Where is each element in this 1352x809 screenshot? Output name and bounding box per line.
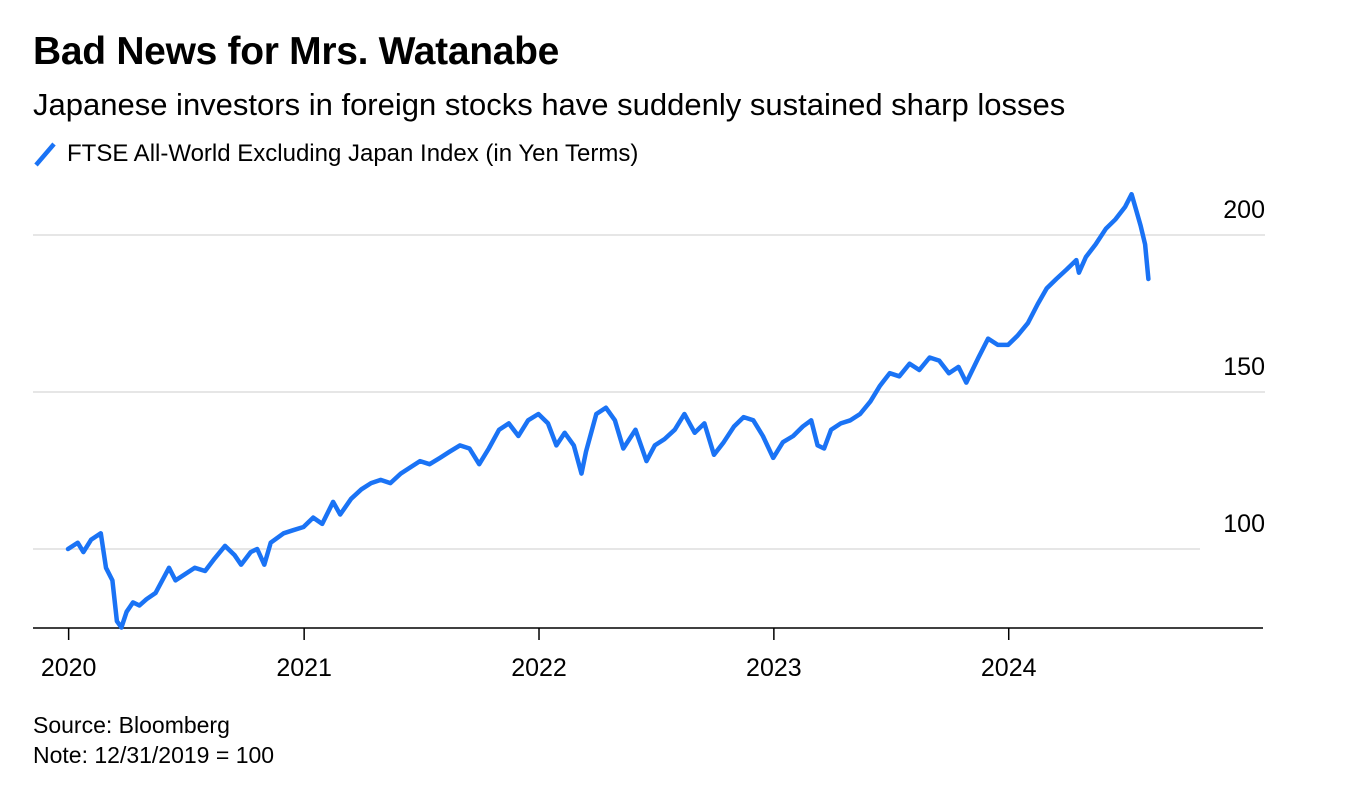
y-axis-ticks: 100 150 200: [1223, 196, 1265, 538]
baseline-note: Note: 12/31/2019 = 100: [33, 742, 275, 768]
y-tick-label-100: 100: [1223, 510, 1265, 538]
x-tick-label-2022: 2022: [511, 654, 567, 682]
footer: Source: Bloomberg Note: 12/31/2019 = 100: [33, 710, 274, 770]
legend: FTSE All-World Excluding Japan Index (in…: [33, 140, 638, 168]
x-axis: 2020 2021 2022 2023 2024: [33, 627, 1263, 682]
series-line-0: [65, 191, 1151, 630]
legend-label: FTSE All-World Excluding Japan Index (in…: [67, 140, 639, 167]
x-tick-label-2023: 2023: [746, 654, 802, 682]
gridlines: [33, 234, 1265, 550]
chart-title: Bad News for Mrs. Watanabe: [33, 30, 560, 73]
x-tick-label-2021: 2021: [276, 654, 332, 682]
x-tick-label-2024: 2024: [981, 654, 1037, 682]
y-tick-label-150: 150: [1223, 353, 1265, 381]
source-note: Source: Bloomberg: [33, 712, 230, 738]
line-chart: 100 150 200 2020 2021 2022 2023 2024: [33, 191, 1265, 682]
chart-subtitle: Japanese investors in foreign stocks hav…: [33, 87, 1066, 122]
y-tick-label-200: 200: [1223, 196, 1265, 224]
x-tick-label-2020: 2020: [41, 654, 97, 682]
series-group: [65, 191, 1151, 630]
legend-swatch: [34, 142, 56, 167]
